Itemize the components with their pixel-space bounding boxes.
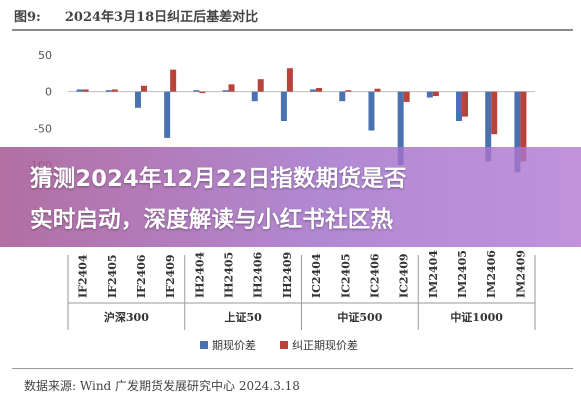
- bar-series-1: [514, 91, 521, 173]
- bar-series-2: [286, 68, 293, 92]
- bar-series-1: [76, 89, 83, 92]
- category-label: IC2404: [310, 253, 323, 298]
- bar-series-2: [257, 79, 264, 92]
- category-label: IH2405: [223, 252, 236, 298]
- category-label: IM2404: [427, 250, 440, 298]
- legend-swatch: [280, 341, 288, 349]
- category-label: IF2404: [77, 254, 90, 298]
- legend-label: 纠正期现价差: [292, 338, 358, 352]
- category-label: IH2406: [252, 252, 265, 299]
- bar-series-1: [397, 91, 404, 165]
- bar-series-1: [251, 91, 258, 102]
- bar-series-2: [491, 91, 498, 135]
- bar-series-1: [134, 91, 141, 108]
- category-label: IF2406: [135, 254, 148, 298]
- bottom-divider: [12, 368, 573, 369]
- bar-series-1: [280, 91, 287, 121]
- bar-series-2: [520, 91, 527, 162]
- category-label: IF2405: [106, 254, 119, 298]
- bar-series-1: [193, 90, 200, 92]
- bar-series-1: [368, 91, 375, 131]
- data-source-note: 数据来源: Wind 广发期货发展研究中心 2024.3.18: [24, 379, 300, 393]
- bar-series-2: [170, 69, 177, 92]
- bar-series-1: [222, 90, 229, 92]
- group-label: 上证50: [224, 310, 262, 324]
- group-label: 中证1000: [450, 310, 503, 324]
- category-label: IC2406: [368, 253, 381, 298]
- bar-series-1: [485, 91, 492, 162]
- bar-series-1: [105, 90, 112, 92]
- headline-line-1: 猜测2024年12月22日指数期货是否: [30, 166, 407, 192]
- category-label: IM2405: [456, 250, 469, 298]
- bar-series-2: [228, 84, 235, 92]
- bar-series-2: [316, 88, 323, 92]
- figure-title: 图9: 2024年3月18日纠正后基差对比: [14, 6, 258, 25]
- y-tick-label: -50: [34, 122, 52, 135]
- category-label: IH2404: [193, 252, 206, 299]
- bar-series-2: [345, 90, 352, 92]
- figure-label: 图9:: [14, 10, 41, 25]
- top-divider: [12, 29, 573, 31]
- headline-line-2: 实时启动，深度解读与小红书社区热: [30, 207, 394, 233]
- bar-series-2: [111, 89, 118, 92]
- bar-series-1: [426, 91, 433, 98]
- bar-series-2: [374, 88, 381, 92]
- bar-series-2: [140, 85, 147, 92]
- bar-series-1: [310, 89, 317, 92]
- bar-series-1: [339, 91, 346, 102]
- category-label: IM2409: [514, 250, 527, 298]
- bar-series-2: [432, 91, 439, 97]
- bar-series-1: [456, 91, 463, 121]
- bar-series-2: [199, 91, 206, 94]
- category-label: IM2406: [485, 250, 498, 298]
- legend-swatch: [200, 341, 208, 349]
- bar-series-2: [82, 89, 89, 92]
- category-label: IC2409: [398, 253, 411, 298]
- category-label: IF2409: [164, 254, 177, 298]
- bar-series-2: [403, 91, 410, 102]
- y-tick-label: 50: [38, 49, 52, 62]
- group-label: 中证500: [337, 310, 382, 324]
- bar-series-1: [164, 91, 171, 138]
- figure-title-text: 2024年3月18日纠正后基差对比: [64, 10, 259, 25]
- category-label: IH2409: [281, 252, 294, 298]
- y-tick-label: 0: [45, 86, 52, 99]
- group-label: 沪深300: [104, 310, 149, 324]
- category-label: IC2405: [339, 253, 352, 298]
- bar-series-2: [462, 91, 469, 117]
- headline-overlay-banner: 猜测2024年12月22日指数期货是否 实时启动，深度解读与小红书社区热: [0, 147, 581, 247]
- legend-label: 期现价差: [212, 338, 256, 352]
